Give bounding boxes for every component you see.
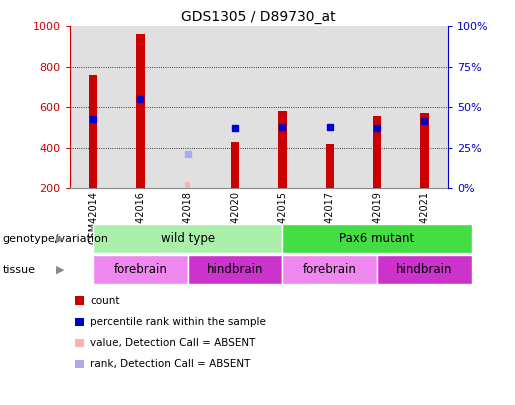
Text: Pax6 mutant: Pax6 mutant	[339, 232, 415, 245]
Bar	[136, 34, 145, 188]
Bar	[185, 182, 190, 188]
Text: hindbrain: hindbrain	[207, 263, 263, 276]
Text: ▶: ▶	[56, 265, 64, 275]
Text: percentile rank within the sample: percentile rank within the sample	[90, 317, 266, 326]
Text: value, Detection Call = ABSENT: value, Detection Call = ABSENT	[90, 338, 255, 347]
Bar	[89, 75, 97, 188]
Text: ▶: ▶	[56, 234, 64, 243]
Text: rank, Detection Call = ABSENT: rank, Detection Call = ABSENT	[90, 359, 250, 369]
Bar	[373, 117, 381, 188]
Text: wild type: wild type	[161, 232, 215, 245]
Bar	[420, 113, 428, 188]
Text: forebrain: forebrain	[303, 263, 357, 276]
Text: genotype/variation: genotype/variation	[3, 234, 109, 243]
Text: forebrain: forebrain	[114, 263, 167, 276]
Text: tissue: tissue	[3, 265, 36, 275]
Bar	[231, 142, 239, 188]
Bar	[278, 111, 287, 188]
Bar	[325, 144, 334, 188]
Title: GDS1305 / D89730_at: GDS1305 / D89730_at	[181, 10, 336, 24]
Text: hindbrain: hindbrain	[396, 263, 453, 276]
Text: count: count	[90, 296, 119, 305]
